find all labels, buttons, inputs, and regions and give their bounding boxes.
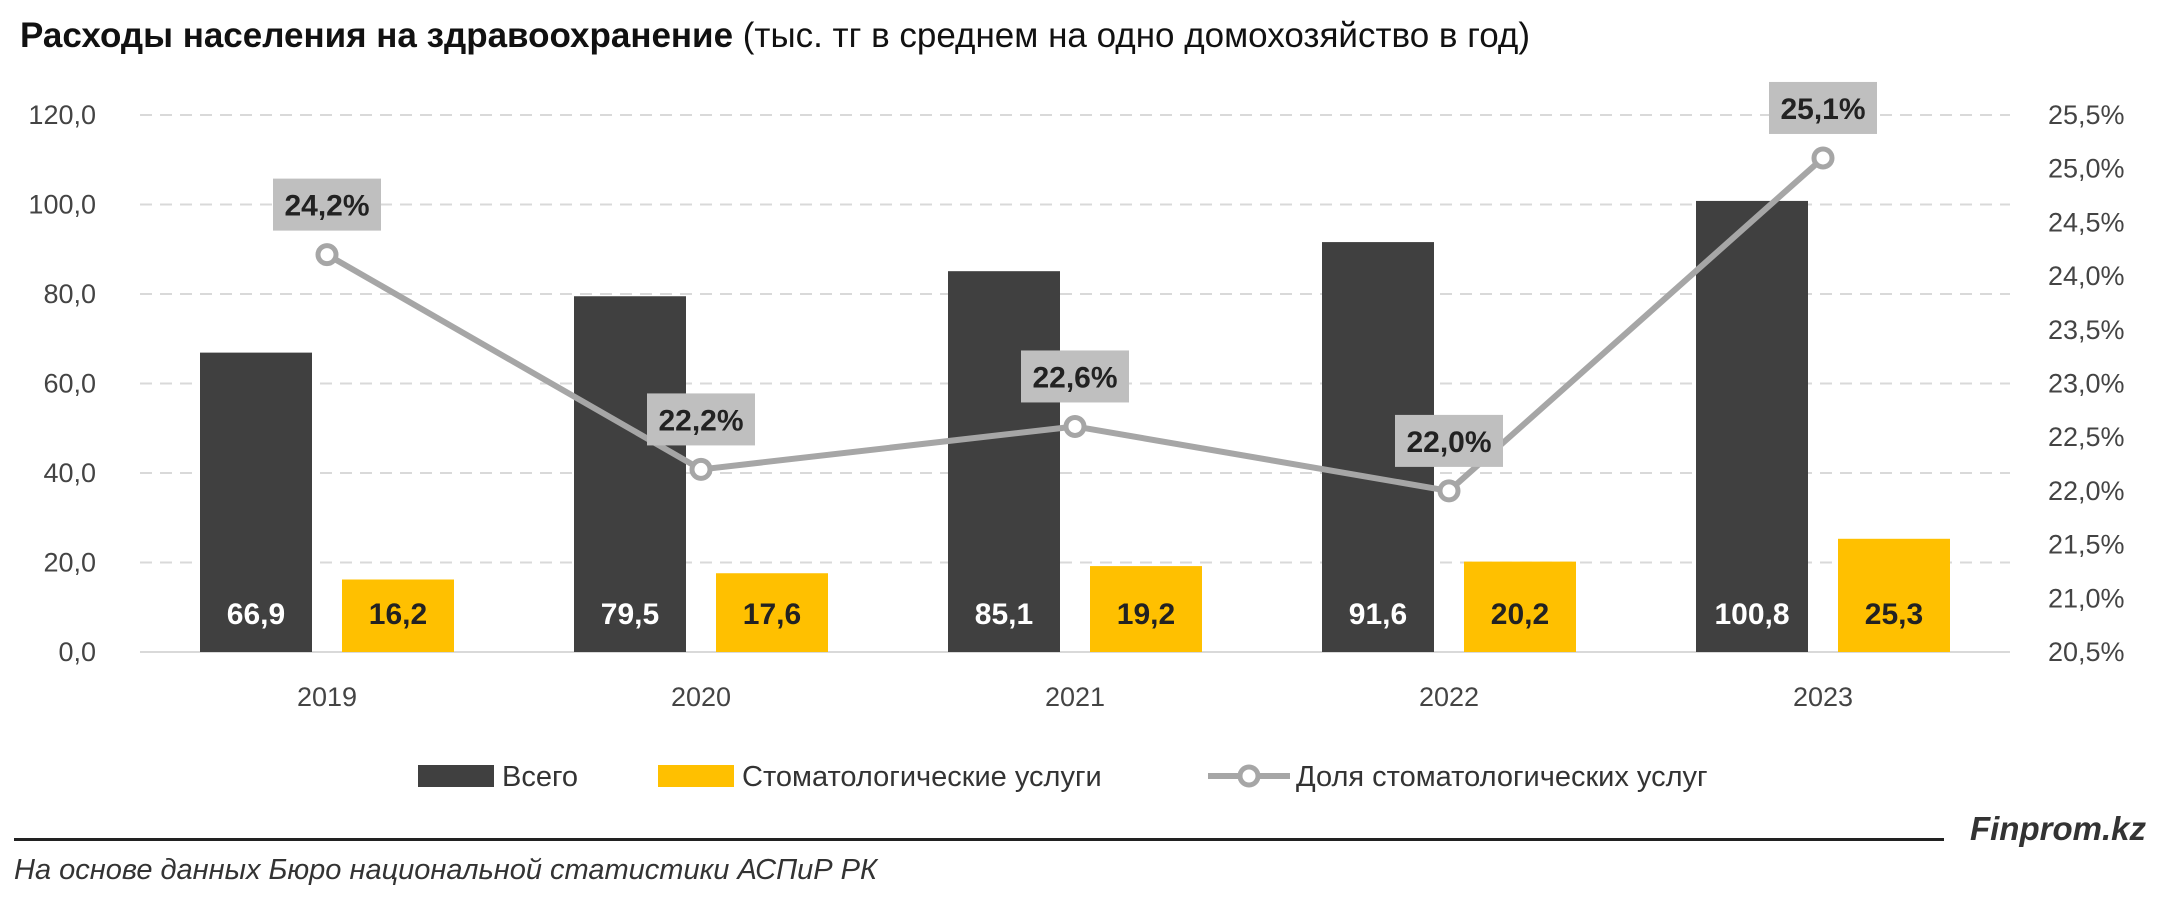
share-label: 24,2% — [284, 190, 369, 223]
share-label: 22,0% — [1406, 426, 1491, 459]
left-axis: 0,0 20,0 40,0 60,0 80,0 100,0 120,0 — [28, 100, 96, 667]
bar-dental — [1464, 561, 1576, 652]
bar-total — [948, 271, 1060, 652]
x-tick-label: 2022 — [1419, 682, 1479, 712]
x-tick-label: 2020 — [671, 682, 731, 712]
bar-dental — [1838, 538, 1950, 652]
bar-total-label: 100,8 — [1714, 598, 1789, 631]
legend-swatch-share-marker — [1237, 764, 1261, 788]
y-right-tick-label: 23,5% — [2048, 315, 2125, 345]
share-label: 22,6% — [1032, 361, 1117, 394]
bar-dental-label: 16,2 — [369, 598, 427, 631]
legend-swatch-total — [418, 765, 494, 787]
y-left-tick-label: 80,0 — [43, 279, 96, 309]
legend: Всего Стоматологические услуги Доля стомат… — [418, 761, 1708, 793]
y-left-tick-label: 100,0 — [28, 190, 96, 220]
bar-dental-label: 17,6 — [743, 598, 801, 631]
legend-label-share: Доля стоматологических услуг — [1296, 761, 1708, 793]
y-left-tick-label: 20,0 — [43, 548, 96, 578]
y-right-tick-label: 20,5% — [2048, 637, 2125, 667]
source-note: На основе данных Бюро национальной стати… — [14, 854, 878, 886]
y-right-tick-label: 21,5% — [2048, 530, 2125, 560]
bar-total — [200, 352, 312, 652]
bar-total-label: 85,1 — [975, 598, 1033, 631]
bar-total-label: 66,9 — [227, 598, 285, 631]
x-axis: 2019 2020 2021 2022 2023 — [297, 682, 1853, 712]
y-right-tick-label: 22,5% — [2048, 422, 2125, 452]
share-label-box — [647, 393, 755, 446]
y-left-tick-label: 40,0 — [43, 458, 96, 488]
chart: 0,0 20,0 40,0 60,0 80,0 100,0 120,0 20,5% 21,0%… — [28, 81, 2125, 793]
bar-dental — [716, 573, 828, 652]
brand-logo-text[interactable]: Finprom.kz — [1969, 810, 2146, 847]
share-label-box — [1769, 81, 1877, 134]
share-label: 22,2% — [658, 404, 743, 437]
bar-total — [1696, 200, 1808, 653]
share-label-box — [273, 178, 381, 231]
share-label: 25,1% — [1780, 93, 1865, 126]
bar-total — [574, 296, 686, 652]
bar-dental — [342, 579, 454, 652]
share-point — [1437, 479, 1461, 503]
y-right-tick-label: 25,5% — [2048, 100, 2125, 130]
chart-title: Расходы населения на здравоохранение (ты… — [20, 16, 1530, 56]
bar-dental-label: 20,2 — [1491, 598, 1549, 631]
bar-dental-label: 19,2 — [1117, 598, 1175, 631]
y-right-tick-label: 22,0% — [2048, 476, 2125, 506]
share-point — [689, 457, 713, 481]
y-right-tick-label: 25,0% — [2048, 154, 2125, 184]
share-label-box — [1021, 350, 1129, 403]
y-left-tick-label: 0,0 — [58, 637, 96, 667]
share-label-box — [1395, 414, 1503, 467]
x-tick-label: 2023 — [1793, 682, 1853, 712]
share-line: 24,2% 22,2% 22,6% 22,0% 25,1% — [273, 81, 1877, 503]
legend-label-total: Всего — [502, 761, 578, 793]
share-line-path — [325, 155, 1825, 494]
y-right-tick-label: 21,0% — [2048, 583, 2125, 613]
y-left-tick-label: 60,0 — [43, 369, 96, 399]
bar-dental-label: 25,3 — [1865, 598, 1923, 631]
x-tick-label: 2021 — [1045, 682, 1105, 712]
y-right-tick-label: 24,5% — [2048, 207, 2125, 237]
footer-divider — [14, 838, 1944, 841]
y-right-tick-label: 23,0% — [2048, 369, 2125, 399]
legend-label-dental: Стоматологические услуги — [742, 761, 1102, 793]
legend-swatch-dental — [658, 765, 734, 787]
bar-total-label: 79,5 — [601, 598, 659, 631]
chart-title-main: Расходы населения на здравоохранение — [20, 16, 734, 55]
share-point — [1811, 146, 1835, 170]
bar-total-label: 91,6 — [1349, 598, 1407, 631]
x-tick-label: 2019 — [297, 682, 357, 712]
share-point — [1063, 414, 1087, 438]
y-right-tick-label: 24,0% — [2048, 261, 2125, 291]
share-point — [315, 243, 339, 267]
bar-dental — [1090, 566, 1202, 652]
right-axis: 20,5% 21,0% 21,5% 22,0% 22,5% 23,0% 23,5% 24,0%… — [2048, 100, 2125, 667]
bars: 66,9 16,2 79,5 17,6 85,1 19,2 91,6 20,2 100,8 25,… — [200, 200, 1950, 653]
chart-title-units: (тыс. тг в среднем на одно домохозяйство… — [733, 16, 1530, 55]
y-left-tick-label: 120,0 — [28, 100, 96, 130]
